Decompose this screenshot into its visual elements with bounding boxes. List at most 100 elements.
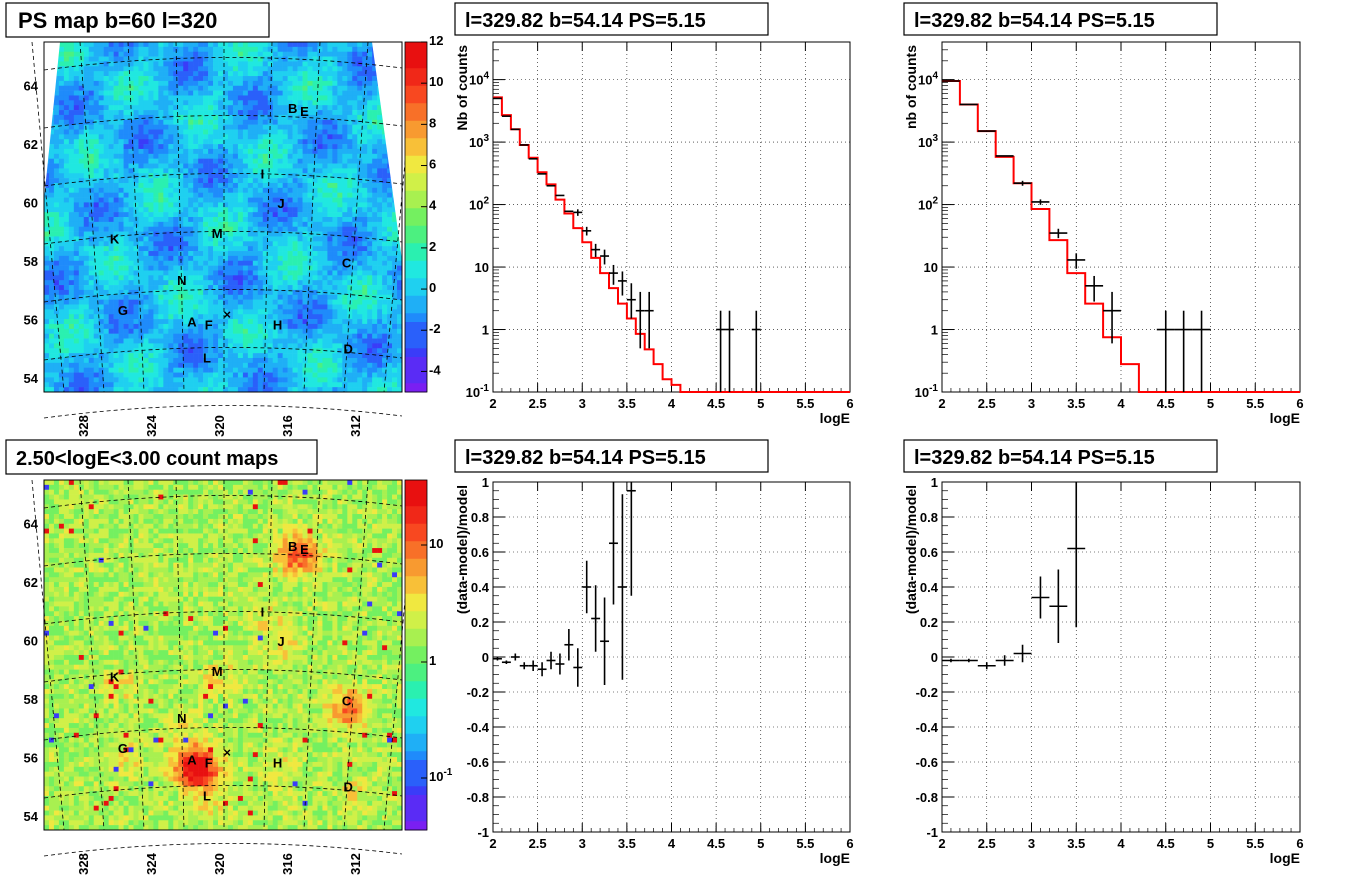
count-map-panel: B E IJ M K C N G A F H D L × 54 56 58 60 62 64 328 324 320 316 3… — [24, 479, 453, 875]
data-points — [493, 97, 761, 392]
y-tick-label: 10-1 — [915, 383, 939, 400]
source-label-f: F — [205, 318, 213, 333]
map-x-tick-label: 316 — [280, 853, 295, 875]
map-graticule — [31, 479, 417, 857]
source-label-a: A — [187, 753, 197, 768]
res-left-bottom-title: l=329.82 b=54.14 PS=5.15 — [465, 447, 706, 469]
y-tick-label: -0.6 — [916, 755, 938, 770]
source-label-c: C — [342, 255, 352, 270]
graticule-lon-line — [175, 41, 185, 393]
model-histogram-line — [942, 80, 1300, 393]
graticule-lon-line — [263, 479, 273, 831]
map-cells — [44, 42, 402, 392]
data-points — [942, 482, 1086, 670]
y-tick-label: 10 — [475, 260, 489, 275]
res-right-bottom-title-box: l=329.82 b=54.14 PS=5.15 — [903, 439, 1218, 473]
map-colorbar: 12 10 8 6 4 2 0 -2 -4 — [404, 33, 443, 393]
map-x-tick-label: 324 — [144, 414, 159, 436]
res-left-bottom-title-box: l=329.82 b=54.14 PS=5.15 — [454, 439, 769, 473]
spec-right-top-title: l=329.82 b=54.14 PS=5.15 — [914, 10, 1155, 32]
x-axis-label: logE — [1270, 850, 1300, 866]
y-tick-label: 0 — [931, 650, 938, 665]
map-y-tick-label: 56 — [24, 313, 38, 328]
source-label-j: J — [277, 196, 284, 211]
y-tick-label: -0.2 — [467, 685, 489, 700]
plot-grid — [493, 482, 850, 832]
graticule-lat-line — [43, 57, 403, 71]
graticule-lat-line — [43, 843, 403, 857]
source-label-e: E — [300, 542, 309, 557]
x-tick-label: 3 — [1028, 836, 1035, 851]
source-label-l: L — [203, 350, 211, 365]
x-tick-label: 5.5 — [796, 836, 814, 851]
source-label-e: E — [300, 104, 309, 119]
y-axis-label: (data-model)/model — [454, 485, 470, 614]
res-right-bottom-title: l=329.82 b=54.14 PS=5.15 — [914, 447, 1155, 469]
colorbar-tick-label: 10 — [429, 536, 443, 551]
x-tick-label: 2.5 — [529, 396, 547, 411]
map-y-tick-label: 60 — [24, 634, 38, 649]
source-label-n: N — [177, 711, 186, 726]
map-x-tick-label: 324 — [144, 852, 159, 874]
map-x-tick-label: 312 — [348, 853, 363, 875]
x-tick-label: 2.5 — [978, 396, 996, 411]
map-top-title: PS map b=60 l=320 — [18, 8, 217, 33]
y-tick-label: 104 — [469, 71, 489, 88]
x-tick-label: 3 — [1028, 396, 1035, 411]
graticule-lat-line — [43, 611, 403, 625]
graticule-lat-line — [43, 785, 403, 799]
source-label-b: B — [288, 101, 297, 116]
map-x-tick-label: 312 — [348, 415, 363, 437]
graticule-lat-line — [43, 727, 403, 741]
y-tick-label: 0.8 — [920, 510, 938, 525]
y-tick-label: 1 — [482, 323, 489, 338]
spec-left-top-title-box: l=329.82 b=54.14 PS=5.15 — [454, 2, 769, 36]
y-axis-label: (data-model)/model — [903, 485, 919, 614]
y-tick-label: 102 — [918, 196, 938, 213]
source-label-b: B — [288, 539, 297, 554]
graticule-lon-line — [263, 41, 273, 393]
map-y-tick-label: 58 — [24, 692, 38, 707]
map-x-tick-label: 328 — [76, 415, 91, 437]
x-axis-label: logE — [1270, 410, 1300, 426]
y-tick-label: 0.8 — [471, 510, 489, 525]
map-y-tick-label: 54 — [24, 809, 39, 824]
x-tick-label: 4.5 — [1157, 836, 1175, 851]
y-tick-label: -0.8 — [916, 790, 938, 805]
y-axis-label: Nb of counts — [454, 45, 470, 131]
x-tick-label: 3 — [579, 836, 586, 851]
y-tick-label: 10-1 — [466, 383, 490, 400]
graticule-lon-line — [31, 479, 65, 831]
colorbar-tick-label: 10-1 — [429, 767, 453, 784]
spec-right-top-title-box: l=329.82 b=54.14 PS=5.15 — [903, 2, 1218, 36]
x-tick-label: 4 — [1117, 836, 1125, 851]
source-marker: × — [223, 745, 231, 760]
source-label-g: G — [118, 303, 128, 318]
map-y-tick-label: 58 — [24, 254, 38, 269]
x-tick-label: 4.5 — [707, 836, 725, 851]
y-tick-label: 0.6 — [920, 545, 938, 560]
x-tick-label: 4.5 — [1157, 396, 1175, 411]
source-label-k: K — [110, 670, 120, 685]
x-tick-label: 2 — [938, 396, 945, 411]
y-tick-label: 0.6 — [471, 545, 489, 560]
colorbar-tick-label: 1 — [429, 653, 436, 668]
source-label-a: A — [187, 315, 197, 330]
graticule-lon-line — [127, 479, 145, 831]
x-tick-label: 4 — [1117, 396, 1125, 411]
graticule-lat-line — [43, 553, 403, 567]
graticule-lon-line — [343, 41, 369, 393]
plot-grid — [942, 482, 1300, 832]
source-label-d: D — [344, 341, 353, 356]
y-tick-label: 102 — [469, 196, 489, 213]
x-tick-label: 5 — [757, 396, 764, 411]
x-axis-label: logE — [820, 410, 850, 426]
map-y-tick-label: 54 — [24, 371, 39, 386]
x-tick-label: 6 — [846, 396, 853, 411]
map-colorbar: 10 1 10-1 — [404, 479, 453, 831]
y-tick-label: 0.2 — [471, 615, 489, 630]
